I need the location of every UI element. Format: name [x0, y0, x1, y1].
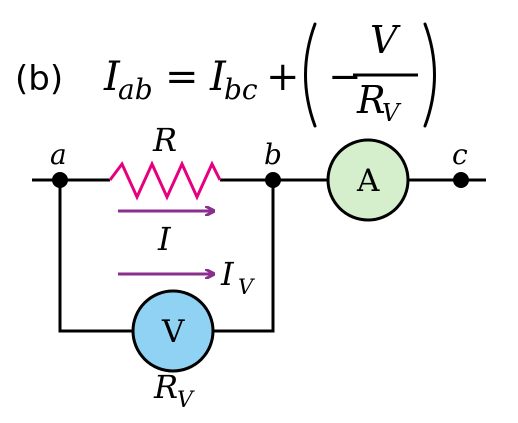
- ammeter-icon: [326, 138, 410, 222]
- rhs-current-symbol: I: [209, 54, 227, 100]
- lhs-subscript: ab: [118, 73, 153, 106]
- wire-voltmeter-to-b: [214, 180, 275, 333]
- node-label-a: a: [50, 138, 67, 171]
- resistor-label: R: [152, 121, 177, 159]
- minus-sign: −: [328, 54, 362, 100]
- node-label-b: b: [264, 138, 282, 171]
- resistor-icon: [108, 160, 222, 201]
- circuit-wires: [32, 178, 486, 333]
- ammeter-label: A: [356, 163, 380, 199]
- voltmeter-icon: [131, 289, 215, 373]
- lhs-current-symbol: I: [103, 54, 121, 100]
- current-i-label: I: [157, 220, 172, 258]
- node-dot-b: [265, 172, 281, 188]
- voltmeter-resistance-subscript: V: [177, 388, 195, 413]
- part-label: (b): [15, 59, 63, 99]
- current-iv-subscript: V: [238, 275, 255, 299]
- fraction-denominator: R: [356, 78, 386, 122]
- current-iv-label: I: [220, 255, 235, 293]
- wire-a-to-voltmeter: [58, 180, 132, 333]
- equation: (b) I ab = I bc + − V R V: [15, 18, 436, 128]
- plus-sign: +: [266, 54, 300, 100]
- equals-sign: =: [165, 54, 199, 100]
- fraction-numerator: V: [370, 18, 401, 62]
- fraction-denominator-subscript: V: [382, 99, 402, 127]
- voltmeter-label: V: [161, 314, 185, 350]
- rhs-subscript: bc: [224, 73, 258, 106]
- node-dot-c: [453, 172, 469, 188]
- left-paren-icon: [304, 22, 317, 128]
- node-label-c: c: [452, 138, 468, 171]
- right-paren-icon: [423, 22, 436, 128]
- node-dot-a: [52, 172, 68, 188]
- voltmeter: V: [131, 289, 215, 373]
- voltmeter-resistance-label: R: [153, 368, 178, 406]
- ammeter: A: [326, 138, 410, 222]
